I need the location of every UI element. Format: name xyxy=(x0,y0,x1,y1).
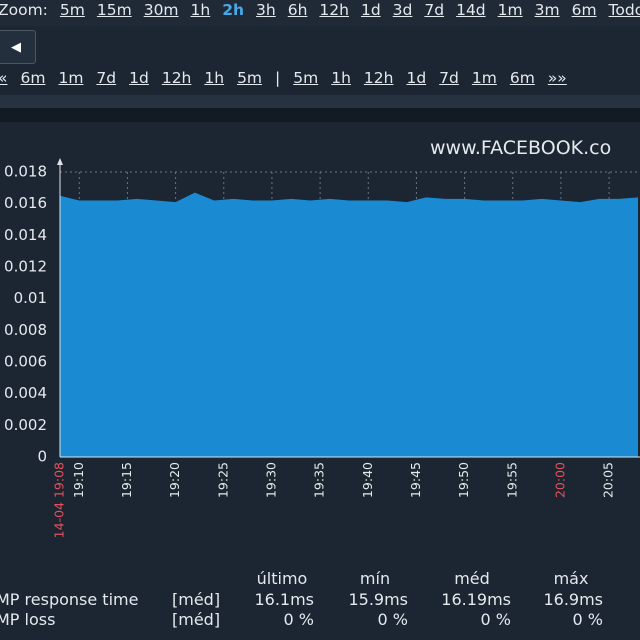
nav-forward[interactable]: 1h xyxy=(331,69,351,87)
y-tick-label: 0.01 xyxy=(14,289,47,307)
nav-row: « 6m 1m 7d 1d 12h 1h 5m | 5m 1h 12h 1d 7d 1m 6m »» xyxy=(0,69,567,87)
nav-back[interactable]: 1d xyxy=(129,69,149,87)
nav-forward[interactable]: 6m xyxy=(509,69,535,87)
legend-header: mín xyxy=(360,569,390,588)
legend-cell: 16.1ms xyxy=(254,590,314,609)
zoom-option[interactable]: 5m xyxy=(59,1,85,19)
zoom-option[interactable]: 1h xyxy=(190,1,211,19)
x-tick-label: 20:00 xyxy=(552,462,567,498)
zoom-option[interactable]: 6m xyxy=(571,1,597,19)
zoom-option[interactable]: 3d xyxy=(392,1,413,19)
nav-back[interactable]: 1h xyxy=(204,69,225,87)
chart-title: www.FACEBOOK.co xyxy=(430,137,611,159)
x-tick-label: 20:05 xyxy=(601,462,616,498)
legend-cell: [méd] xyxy=(172,610,220,629)
zoom-option[interactable]: 3h xyxy=(256,1,276,19)
zoom-option[interactable]: 1m xyxy=(497,1,523,19)
nav-suffix[interactable]: »» xyxy=(547,69,567,87)
y-tick-label: 0.014 xyxy=(4,226,47,244)
legend-cell: [méd] xyxy=(172,590,220,609)
y-tick-label: 0 xyxy=(37,448,47,466)
zoom-row: Zoom: 5m 15m 30m 1h 2h 3h 6h 12h 1d 3d 7d 14d 1m 3m 6m T… xyxy=(0,1,640,19)
x-tick-label: 19:25 xyxy=(215,462,230,498)
nav-back[interactable]: 12h xyxy=(161,69,192,87)
zoom-option[interactable]: 2h xyxy=(222,1,245,19)
back-button[interactable]: ◀ xyxy=(0,30,36,64)
divider xyxy=(0,108,640,122)
legend-header: máx xyxy=(554,569,589,588)
legend-header: último xyxy=(257,569,308,588)
x-tick-label: 19:55 xyxy=(504,462,519,498)
nav-forward[interactable]: 1m xyxy=(471,69,497,87)
x-tick-label: 19:30 xyxy=(263,462,278,498)
area xyxy=(60,192,638,458)
x-tick-label: 19:10 xyxy=(71,462,86,498)
legend-cell: 0 % xyxy=(481,610,511,629)
legend-cell: 0 % xyxy=(284,610,314,629)
y-tick-label: 0.002 xyxy=(4,416,47,434)
zoom-option[interactable]: 15m xyxy=(96,1,132,19)
nav-forward[interactable]: 7d xyxy=(439,69,459,87)
zoom-option[interactable]: 3m xyxy=(534,1,560,19)
x-tick-label: 19:20 xyxy=(167,462,182,498)
nav-separator: | xyxy=(275,69,281,87)
zoom-option[interactable]: 7d xyxy=(424,1,445,19)
y-tick-label: 0.012 xyxy=(4,258,47,276)
x-tick-label: 19:15 xyxy=(119,462,134,498)
y-tick-label: 0.016 xyxy=(4,194,47,212)
y-tick-label: 0.018 xyxy=(4,163,47,181)
legend-cell: 0 % xyxy=(573,610,603,629)
x-tick-label: 19:50 xyxy=(456,462,471,498)
zoom-option[interactable]: 1d xyxy=(360,1,381,19)
zoom-option[interactable]: Todos xyxy=(608,1,640,19)
y-tick-label: 0.006 xyxy=(4,353,47,371)
nav-forward[interactable]: 5m xyxy=(293,69,319,87)
zoom-option[interactable]: 14d xyxy=(456,1,486,19)
legend-cell: 16.9ms xyxy=(543,590,603,609)
nav-forward[interactable]: 1d xyxy=(406,69,427,87)
axis-arrow xyxy=(57,158,63,165)
zoom-option[interactable]: 6h xyxy=(287,1,308,19)
y-tick-label: 0.008 xyxy=(4,321,47,339)
legend-cell: 15.9ms xyxy=(348,590,408,609)
nav-back[interactable]: 1m xyxy=(58,69,84,87)
x-tick-label: 19:35 xyxy=(312,462,327,498)
nav-back[interactable]: 7d xyxy=(96,69,117,87)
x-tick-label: 14-04 19:08 xyxy=(52,462,67,538)
divider xyxy=(0,95,640,108)
toolbar-band xyxy=(0,0,640,26)
legend-cell: 0 % xyxy=(378,610,408,629)
legend-cell: MP loss xyxy=(0,610,55,629)
nav-back[interactable]: 6m xyxy=(20,69,46,87)
legend-header: méd xyxy=(454,569,490,588)
zoom-option[interactable]: 12h xyxy=(319,1,349,19)
nav-prefix[interactable]: « xyxy=(0,69,7,87)
nav-forward[interactable]: 12h xyxy=(363,69,394,87)
x-tick-label: 19:40 xyxy=(360,462,375,498)
legend-cell: MP response time xyxy=(0,590,138,609)
nav-back[interactable]: 5m xyxy=(237,69,263,87)
legend-cell: 16.19ms xyxy=(441,590,511,609)
x-tick-label: 19:45 xyxy=(408,462,423,498)
zoom-option[interactable]: 30m xyxy=(143,1,179,19)
y-tick-label: 0.004 xyxy=(4,384,47,402)
zoom-label: Zoom: xyxy=(0,1,48,19)
